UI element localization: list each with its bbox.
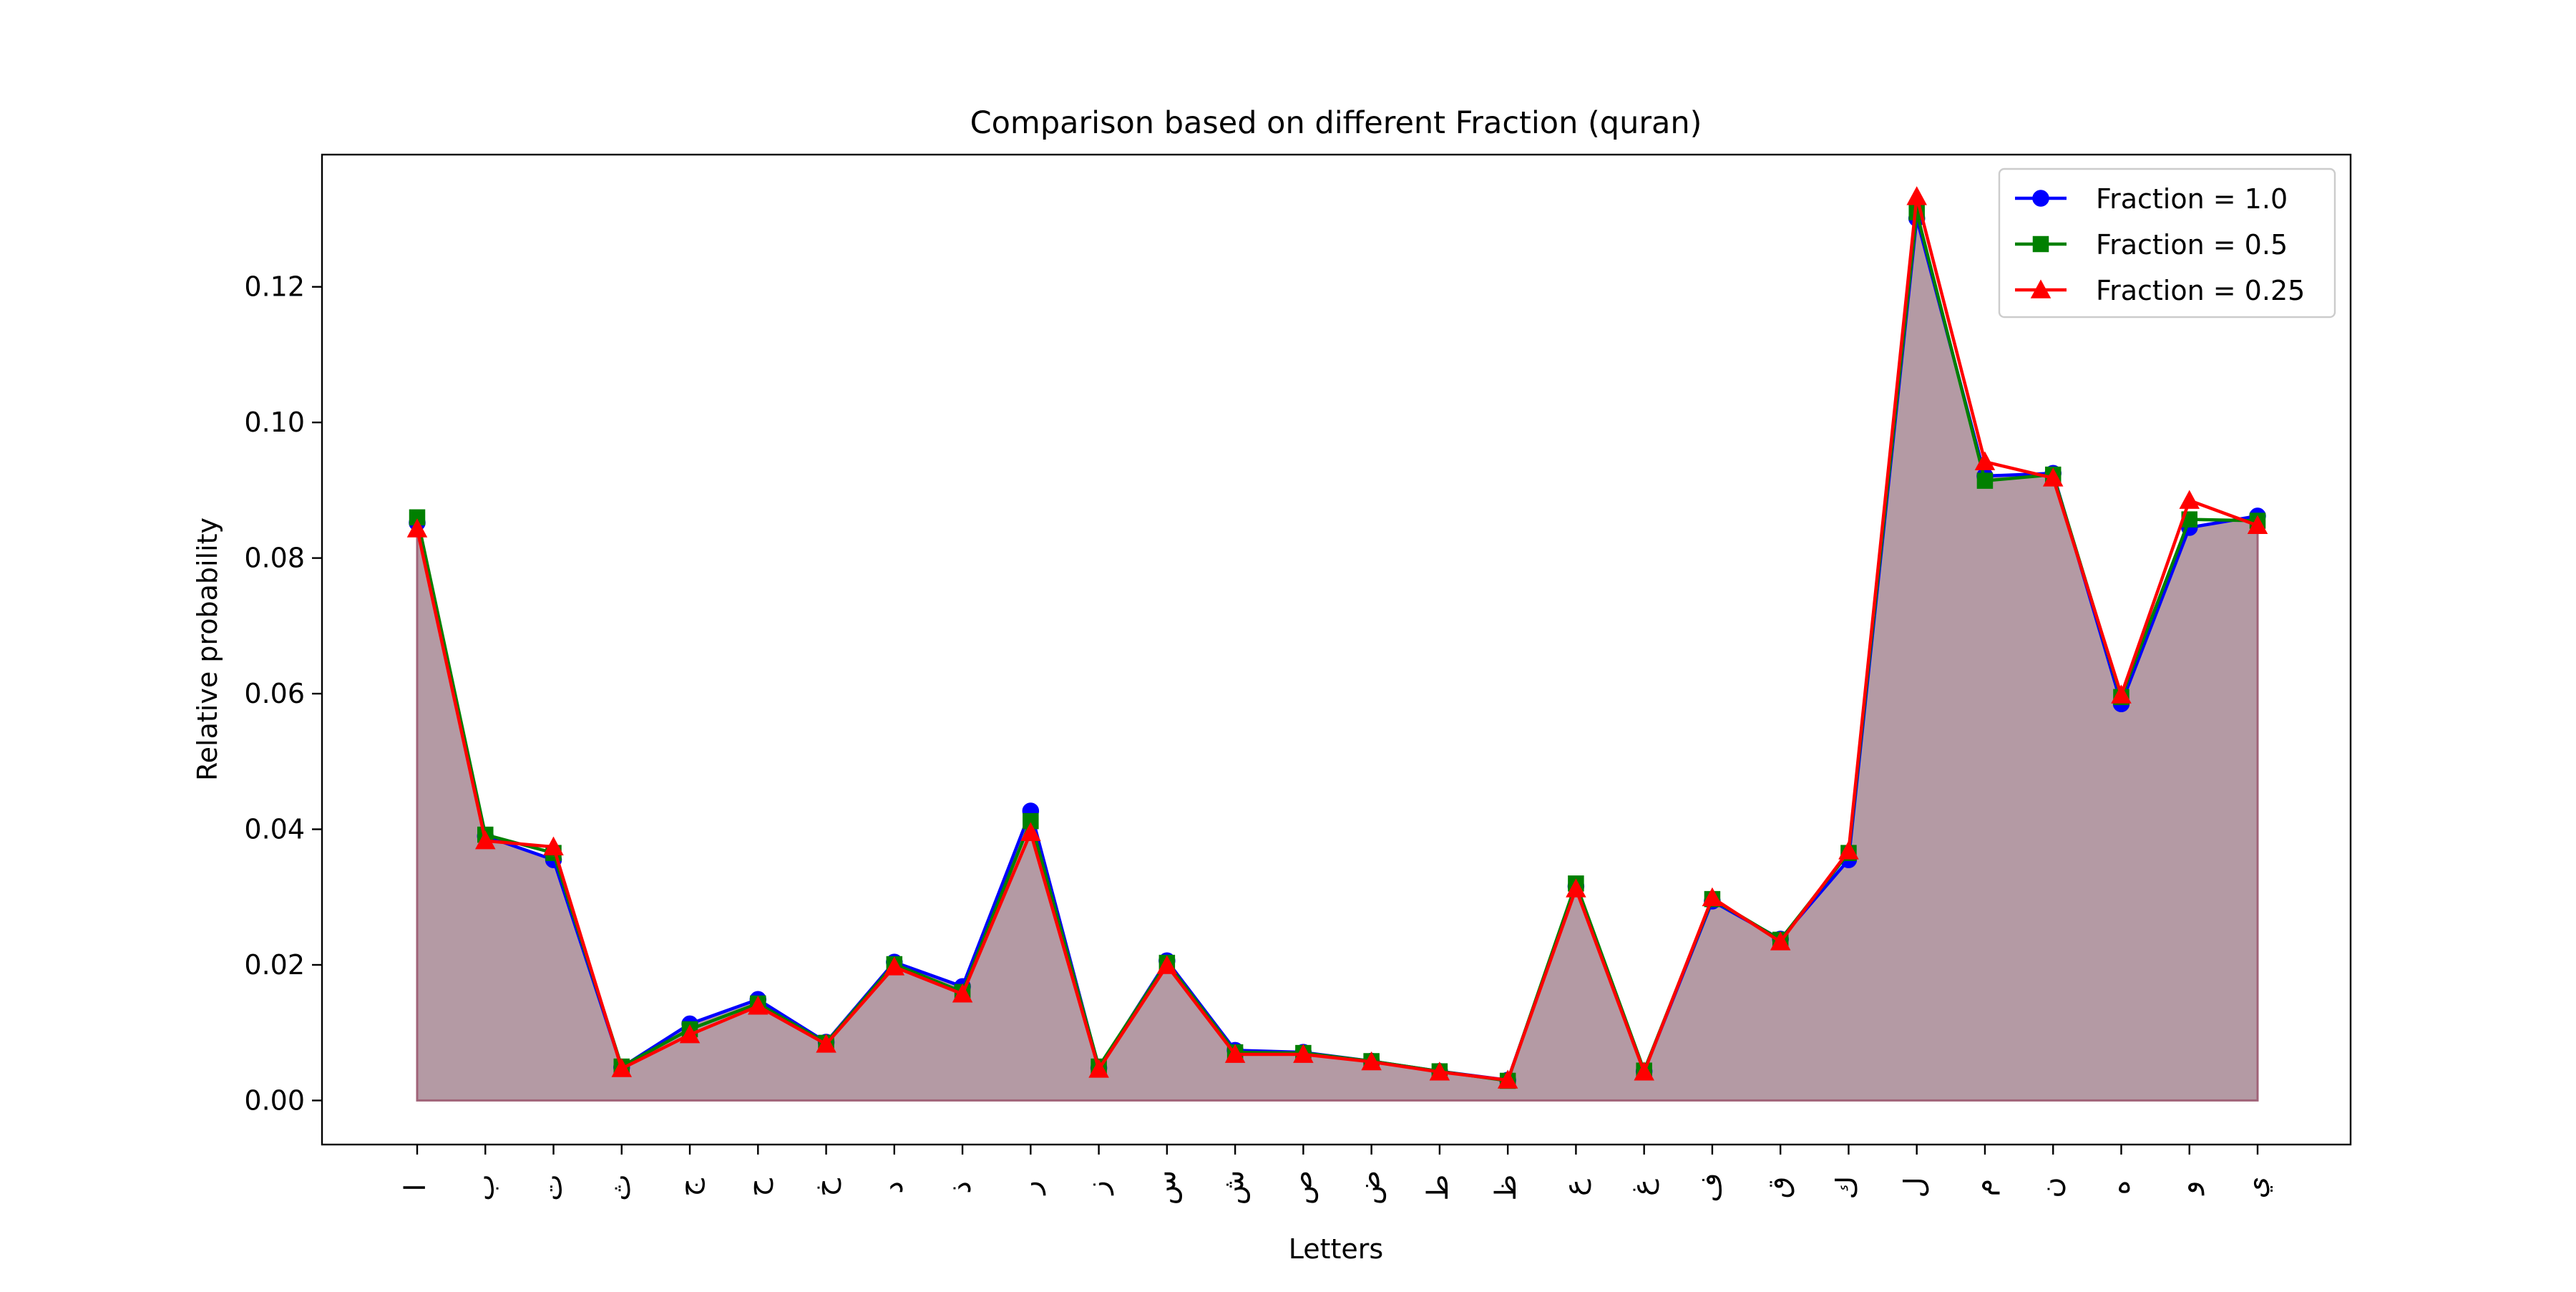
series-line xyxy=(415,195,2258,1082)
x-tick-label: ع xyxy=(1558,1179,1591,1196)
data-point xyxy=(1974,451,1996,470)
y-tick-label: 0.12 xyxy=(244,271,305,303)
x-tick-label: و xyxy=(2172,1180,2205,1195)
legend: Fraction = 1.0 Fraction = 0.5 Fraction = 0… xyxy=(1998,167,2336,319)
data-point xyxy=(952,983,973,1003)
legend-label: Fraction = 1.0 xyxy=(2096,183,2288,215)
data-point xyxy=(406,518,428,538)
x-tick-label: م xyxy=(1967,1179,2000,1197)
x-tick-label: ض xyxy=(1354,1170,1387,1205)
data-point xyxy=(1770,931,1791,951)
data-point xyxy=(748,996,769,1015)
x-tick-label: ج xyxy=(672,1178,706,1197)
data-point xyxy=(884,956,905,976)
x-tick-label: ح xyxy=(740,1178,773,1197)
x-tick-label: ن xyxy=(2035,1177,2068,1198)
plot-frame xyxy=(321,153,2352,1146)
data-point xyxy=(1224,1044,1246,1063)
data-point xyxy=(679,1024,701,1044)
legend-item: Fraction = 0.25 xyxy=(2015,275,2305,306)
data-point xyxy=(2111,684,2132,704)
data-point xyxy=(1361,1051,1382,1071)
legend-marker xyxy=(2032,235,2049,253)
x-tick-label: ك xyxy=(1830,1176,1863,1200)
x-tick-label: ه xyxy=(2103,1180,2136,1195)
y-tick-label: 0.10 xyxy=(244,407,305,438)
legend-marker xyxy=(2030,279,2051,298)
legend-label: Fraction = 0.25 xyxy=(2096,275,2305,306)
x-tick-label: س xyxy=(1149,1170,1182,1205)
legend-marker xyxy=(2032,190,2049,207)
x-tick-label: ا xyxy=(399,1183,432,1191)
y-tick-label: 0.06 xyxy=(244,678,305,709)
legend-box xyxy=(1998,167,2336,319)
data-point xyxy=(611,1058,633,1077)
data-point xyxy=(1429,1062,1450,1081)
x-tick-label: ط xyxy=(1422,1175,1455,1201)
x-tick-label: ي xyxy=(2240,1176,2273,1198)
data-point xyxy=(475,830,496,850)
data-point xyxy=(1702,887,1723,906)
series-3 xyxy=(406,186,2268,1089)
x-tick-label: ش xyxy=(1217,1170,1250,1205)
x-tick-label: ف xyxy=(1694,1172,1727,1202)
x-tick-label: ر xyxy=(1013,1180,1045,1195)
y-tick-label: 0.00 xyxy=(244,1084,305,1116)
data-point xyxy=(1976,472,1994,489)
x-tick-label: غ xyxy=(1626,1179,1659,1196)
data-point xyxy=(1838,840,1859,860)
chart-title: Comparison based on different Fraction (… xyxy=(970,105,1702,141)
y-axis-label: Relative probability xyxy=(192,518,223,781)
data-point xyxy=(1020,822,1041,842)
data-point xyxy=(1088,1059,1109,1078)
data-point xyxy=(1156,955,1178,974)
data-point xyxy=(2247,515,2268,534)
x-tick-label: ص xyxy=(1285,1170,1318,1205)
data-point xyxy=(1906,186,1927,205)
x-tick-label: ز xyxy=(1081,1180,1114,1195)
data-point xyxy=(1634,1062,1654,1081)
x-tick-label: ل xyxy=(1899,1177,1932,1198)
legend-item: Fraction = 0.5 xyxy=(2015,229,2288,261)
data-point xyxy=(1293,1044,1314,1063)
x-tick-label: ذ xyxy=(945,1181,977,1194)
y-tick-label: 0.04 xyxy=(244,814,305,845)
x-tick-label: خ xyxy=(809,1178,841,1197)
data-point xyxy=(816,1034,836,1053)
data-point xyxy=(543,836,564,855)
data-point xyxy=(1497,1069,1518,1089)
x-tick-label: ث xyxy=(604,1174,637,1201)
data-point xyxy=(1566,878,1586,898)
y-tick-label: 0.08 xyxy=(244,543,305,574)
y-tick-label: 0.02 xyxy=(244,949,305,981)
y-axis: 0.00 0.02 0.04 0.06 0.08 0.10 0.12 xyxy=(244,271,322,1116)
data-point xyxy=(2042,467,2064,487)
legend-item: Fraction = 1.0 xyxy=(2015,183,2288,215)
series-layer xyxy=(406,186,2268,1089)
legend-label: Fraction = 0.5 xyxy=(2096,229,2288,261)
x-axis-label: Letters xyxy=(1289,1233,1383,1265)
x-tick-label: ب xyxy=(467,1174,500,1201)
x-tick-label: د xyxy=(877,1181,909,1194)
data-point xyxy=(2179,490,2200,509)
x-tick-label: ت xyxy=(536,1174,569,1201)
x-tick-label: ظ xyxy=(1490,1175,1523,1201)
x-tick-label: ق xyxy=(1762,1176,1795,1198)
